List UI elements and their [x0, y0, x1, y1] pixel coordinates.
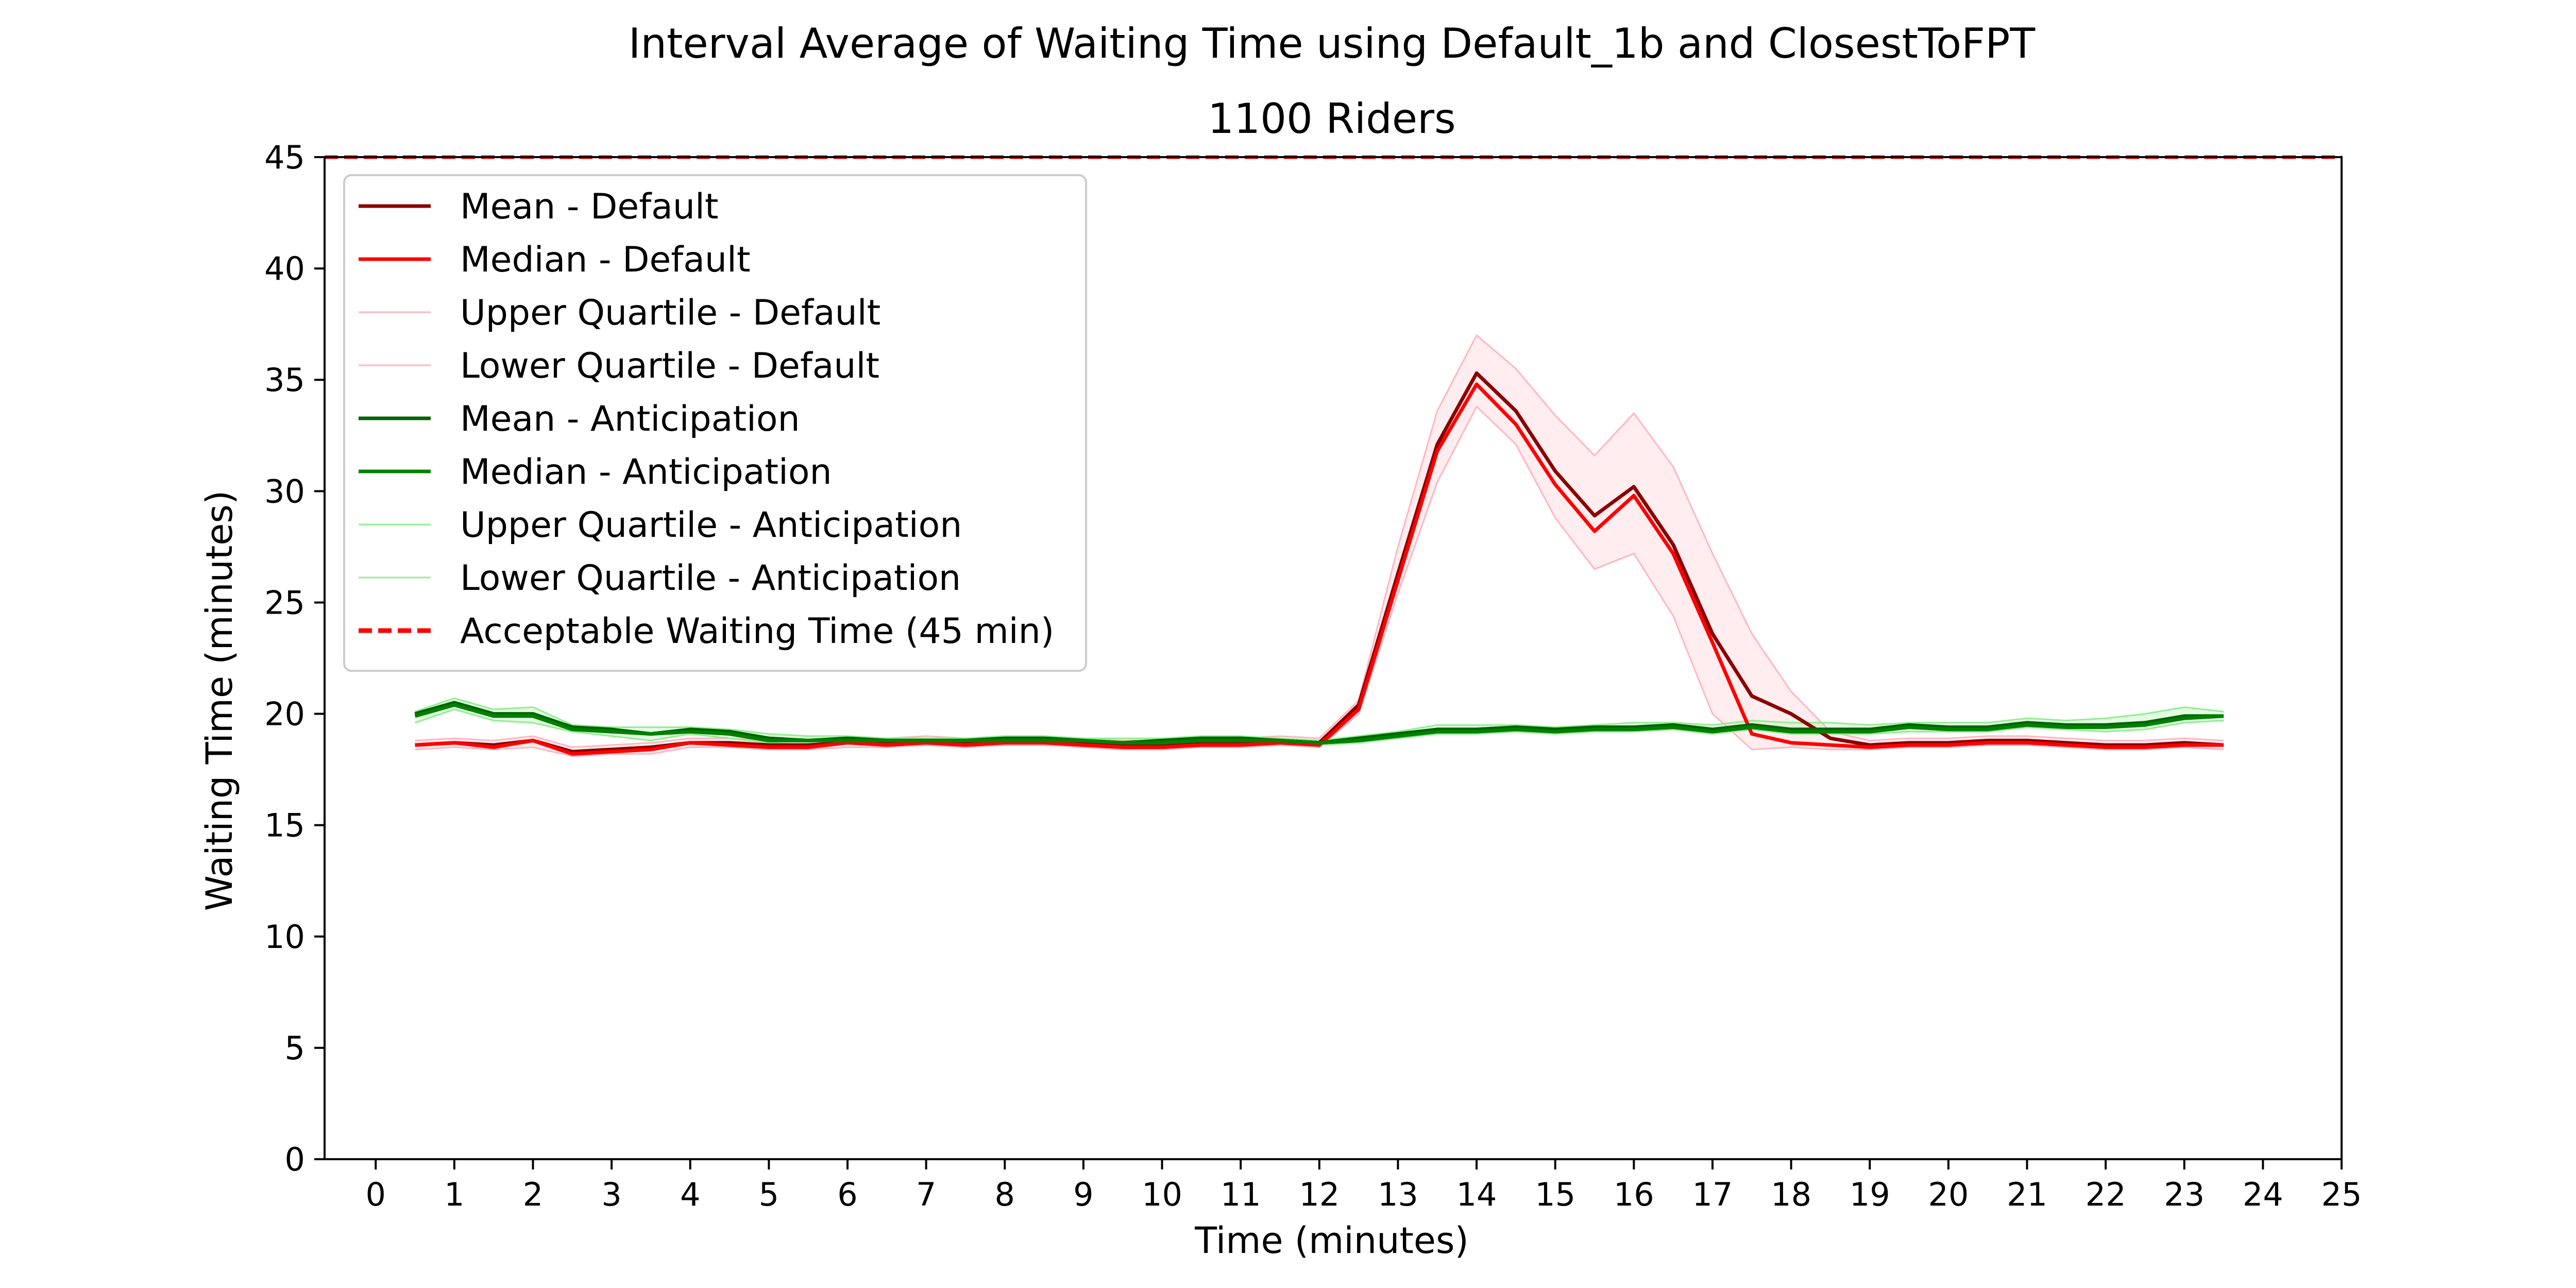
y-tick-label: 45: [264, 139, 305, 176]
y-tick-label: 0: [285, 1141, 305, 1178]
legend-label: Upper Quartile - Default: [460, 293, 880, 333]
x-tick-label: 6: [837, 1176, 857, 1213]
x-tick-label: 11: [1221, 1176, 1261, 1213]
legend-box: [343, 174, 1087, 672]
x-tick-label: 4: [680, 1176, 700, 1213]
legend-label: Acceptable Waiting Time (45 min): [460, 611, 1054, 652]
legend-label: Upper Quartile - Anticipation: [460, 505, 962, 546]
x-tick-label: 16: [1614, 1176, 1654, 1213]
legend-label: Mean - Default: [460, 187, 719, 227]
x-tick-label: 3: [601, 1176, 621, 1213]
series-line-median-default: [415, 382, 2224, 756]
y-tick-label: 40: [264, 250, 305, 287]
y-tick-label: 10: [264, 918, 305, 956]
y-tick-label: 20: [264, 696, 305, 733]
legend-label: Lower Quartile - Default: [460, 346, 879, 386]
x-tick-label: 24: [2243, 1176, 2283, 1213]
x-tick-label: 20: [1928, 1176, 1969, 1213]
x-tick-label: 0: [365, 1176, 385, 1213]
x-tick-label: 19: [1850, 1176, 1890, 1213]
x-tick-label: 22: [2086, 1176, 2126, 1213]
y-tick-label: 30: [264, 472, 305, 510]
chart-title: Interval Average of Waiting Time using D…: [629, 20, 2036, 67]
series-line-lower-quartile-default: [415, 405, 2224, 757]
x-tick-label: 9: [1073, 1176, 1093, 1213]
x-tick-label: 5: [759, 1176, 779, 1213]
x-axis: 0 1 2 3 4 5 6 7 8 9 10 11 12 13 14 15 16 17 18 19 20 21 22 23 24…: [365, 1159, 2362, 1213]
x-tick-label: 18: [1771, 1176, 1811, 1213]
chart-subtitle: 1100 Riders: [1208, 95, 1455, 143]
x-tick-label: 13: [1378, 1176, 1418, 1213]
y-tick-label: 35: [264, 361, 305, 399]
series-line-upper-quartile-default: [415, 334, 2224, 748]
x-tick-label: 15: [1535, 1176, 1575, 1213]
legend-label: Lower Quartile - Anticipation: [460, 558, 961, 599]
x-tick-label: 8: [995, 1176, 1015, 1213]
x-tick-label: 21: [2007, 1176, 2047, 1213]
y-tick-label: 15: [264, 807, 305, 844]
legend-label: Median - Default: [460, 240, 751, 280]
x-tick-label: 17: [1692, 1176, 1733, 1213]
x-tick-label: 23: [2164, 1176, 2205, 1213]
legend-label: Median - Anticipation: [460, 452, 832, 493]
series-line-median-anticipation: [414, 703, 2224, 745]
x-tick-label: 25: [2321, 1176, 2362, 1213]
x-tick-label: 1: [444, 1176, 464, 1213]
x-tick-label: 7: [916, 1176, 936, 1213]
x-tick-label: 2: [523, 1176, 543, 1213]
legend: Mean - Default Median - Default Upper Quar…: [343, 174, 1087, 672]
plot-area: [324, 155, 2343, 1160]
y-axis-label: Waiting Time (minutes): [198, 490, 241, 911]
y-tick-label: 5: [285, 1029, 305, 1067]
plot-frame: [324, 156, 2343, 1160]
y-axis: 0 5 10 15 20 25 30 35 40 45: [264, 139, 325, 1178]
x-tick-label: 10: [1142, 1176, 1182, 1213]
legend-label: Mean - Anticipation: [460, 399, 800, 439]
x-tick-label: 12: [1299, 1176, 1340, 1213]
y-tick-label: 25: [264, 584, 305, 621]
series-lines: [414, 334, 2224, 757]
x-tick-label: 14: [1456, 1176, 1497, 1213]
x-axis-label: Time (minutes): [1194, 1219, 1469, 1262]
